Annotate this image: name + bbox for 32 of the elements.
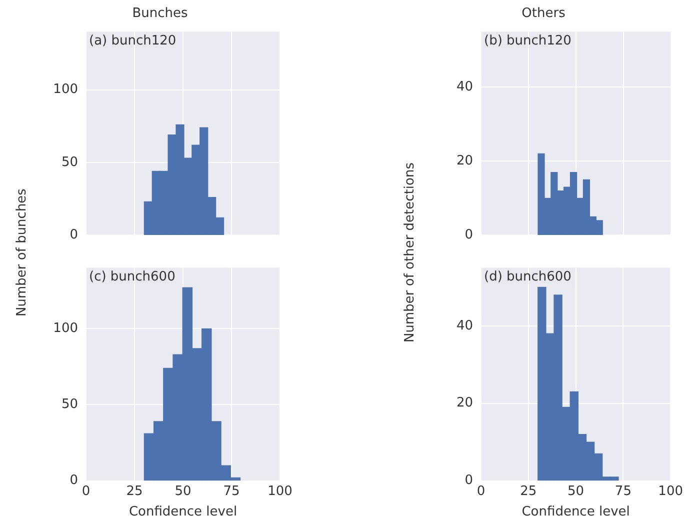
x-tick-label: 0 [476, 484, 486, 499]
x-tick-label: 50 [568, 484, 584, 499]
x-tick-label: 100 [658, 484, 684, 499]
y-tick-label: 0 [464, 228, 473, 243]
x-tick-label: 0 [82, 484, 90, 499]
y-tick-label: 100 [53, 321, 78, 336]
y-tick-label: 20 [456, 154, 473, 169]
chart-title: Others [522, 6, 566, 22]
x-tick-label: 75 [614, 484, 632, 499]
x-tick-label: 25 [520, 484, 537, 499]
y-axis-title: Number of other detections [402, 162, 418, 342]
y-tick-label: 40 [456, 80, 473, 94]
annotation: (c) bunch600 [89, 270, 176, 285]
annotation: (a) bunch120 [89, 33, 176, 48]
x-tick-label: 75 [223, 484, 240, 499]
y-tick-label: 40 [456, 318, 473, 334]
x-axis-title: Confidence level [128, 504, 238, 520]
x-tick-label: 25 [126, 484, 143, 499]
y-tick-label: 50 [61, 397, 78, 412]
y-axis-title: Number of bunches [14, 188, 30, 316]
x-tick-label: 100 [268, 484, 292, 499]
y-tick-label: 0 [70, 228, 78, 243]
y-tick-label: 0 [70, 473, 78, 488]
annotation: (d) bunch600 [484, 270, 572, 285]
y-tick-label: 20 [456, 396, 473, 411]
y-tick-label: 50 [61, 154, 78, 170]
y-tick-label: 100 [53, 82, 78, 98]
chart-title: Bunches [132, 6, 188, 22]
x-axis-title: Confidence level [522, 504, 630, 520]
y-tick-label: 0 [464, 473, 473, 488]
annotation: (b) bunch120 [484, 33, 572, 48]
x-tick-label: 50 [174, 484, 192, 499]
